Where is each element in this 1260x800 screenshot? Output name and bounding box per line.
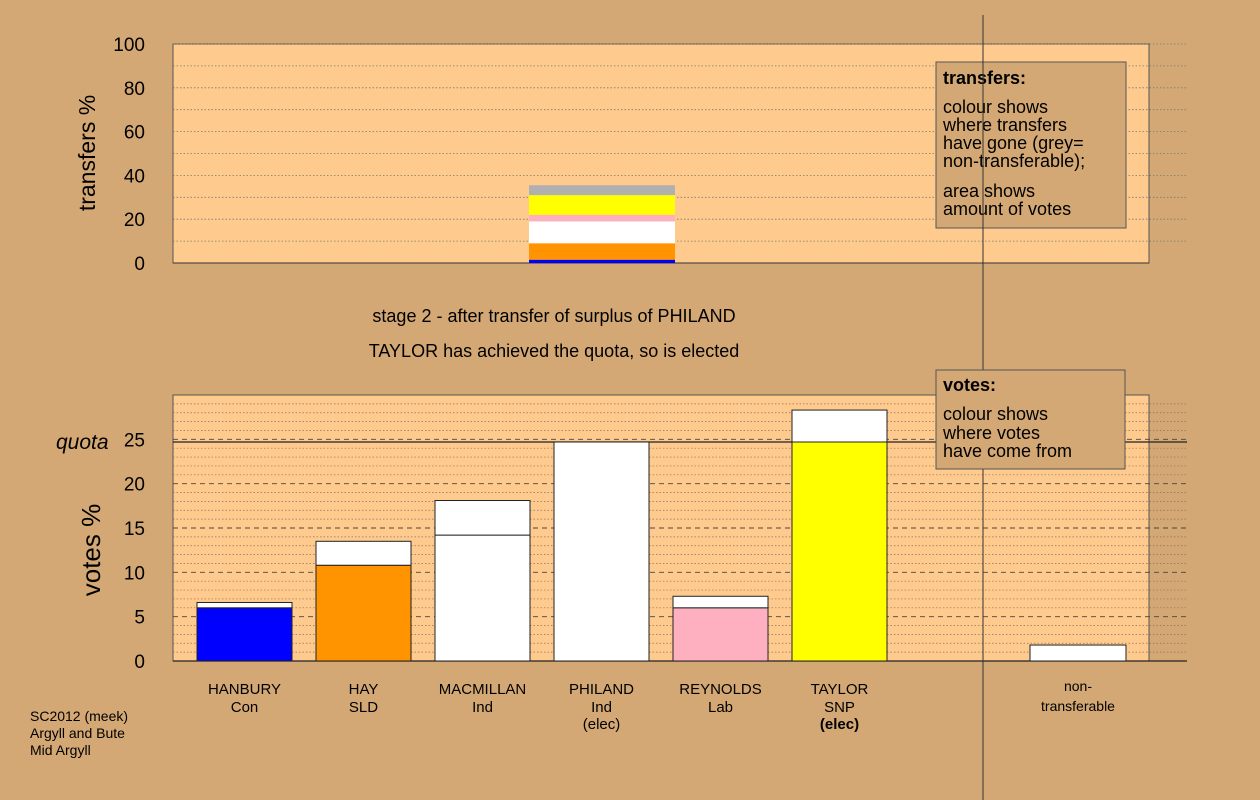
transfers-y-tick-label: 60: [124, 123, 145, 144]
candidate-name: HANBURY: [208, 681, 281, 698]
candidate-name: PHILAND: [569, 681, 634, 698]
votes-y-tick-label: 10: [124, 563, 145, 584]
transfers-legend-line: have gone (grey=: [943, 133, 1084, 153]
candidate-name: HAY: [349, 681, 379, 698]
transfer-segment-macmillan: [529, 221, 675, 244]
transfers-legend: transfers: colour shows where transfers …: [935, 61, 1127, 229]
bar-taylor-first: [791, 441, 888, 662]
footer-line: SC2012 (meek): [30, 708, 128, 724]
transfers-legend-line: colour shows: [943, 97, 1048, 117]
stage-caption: stage 2 - after transfer of surplus of P…: [372, 306, 735, 326]
votes-y-tick-label: 20: [124, 475, 145, 496]
votes-y-tick-label: 0: [134, 652, 145, 673]
bar-hanbury-first: [196, 607, 293, 662]
votes-legend-title: votes:: [943, 375, 996, 395]
votes-y-ticks: 0 5 10 15 20 25: [124, 430, 145, 673]
transfers-y-tick-label: 100: [113, 35, 145, 56]
votes-y-tick-label: 15: [124, 519, 145, 540]
bar-reynolds-first: [672, 607, 769, 662]
bar-hanbury-transfer: [196, 601, 293, 609]
transfers-legend-line: where transfers: [942, 115, 1067, 135]
candidate-party: Lab: [708, 699, 733, 716]
candidate-note: (elec): [820, 716, 859, 733]
footer-line: Argyll and Bute: [30, 725, 125, 741]
transfers-y-ticks: 0 20 40 60 80 100: [113, 35, 145, 275]
votes-y-tick-label: 5: [134, 608, 145, 629]
votes-y-tick-label: 25: [124, 430, 145, 451]
transfer-segment-hanbury: [529, 259, 675, 263]
bar-hay-transfer: [315, 540, 412, 566]
transfers-y-tick-label: 0: [134, 254, 145, 275]
bar-taylor-transfer: [791, 409, 888, 443]
transfer-segment-non-transferable: [529, 185, 675, 196]
footer-line: Mid Argyll: [30, 742, 91, 758]
transfer-segment-taylor: [529, 195, 675, 215]
votes-legend-line: have come from: [943, 441, 1072, 461]
votes-legend-line: colour shows: [943, 404, 1048, 424]
bar-hay-first: [315, 564, 412, 662]
candidate-labels: HANBURYConHAYSLDMACMILLANIndPHILANDInd(e…: [208, 678, 1115, 733]
votes-legend: votes: colour shows where votes have com…: [935, 369, 1126, 470]
bar-philand-first: [553, 441, 650, 662]
transfers-legend-line: area shows: [943, 181, 1035, 201]
transfer-segment-reynolds: [529, 214, 675, 222]
candidate-party: Ind: [591, 699, 612, 716]
candidate-name: TAYLOR: [811, 681, 869, 698]
bar-reynolds-transfer: [672, 595, 769, 609]
votes-legend-line: where votes: [942, 423, 1040, 443]
bar-macmillan-first: [434, 534, 531, 662]
transfers-y-tick-label: 20: [124, 210, 145, 231]
candidate-party: Ind: [472, 699, 493, 716]
candidate-note: (elec): [583, 716, 621, 733]
bar-nontransferable: [1029, 644, 1127, 662]
nontransferable-label: non-: [1064, 678, 1092, 694]
transfers-legend-line: amount of votes: [943, 199, 1071, 219]
transfers-y-tick-label: 40: [124, 166, 145, 187]
transfer-segment-hay: [529, 243, 675, 260]
transfers-y-axis-label: transfers %: [74, 95, 100, 211]
quota-label: quota: [56, 431, 109, 454]
transfers-stacked-bar: [529, 185, 675, 263]
votes-y-axis-label: votes %: [76, 504, 106, 597]
candidate-name: REYNOLDS: [679, 681, 762, 698]
status-caption: TAYLOR has achieved the quota, so is ele…: [369, 341, 740, 361]
candidate-party: SLD: [349, 699, 378, 716]
votes-bars: [196, 409, 1127, 662]
candidate-party: SNP: [824, 699, 855, 716]
candidate-party: Con: [231, 699, 259, 716]
transfers-y-tick-label: 80: [124, 79, 145, 100]
transfers-legend-line: non-transferable);: [943, 151, 1085, 171]
footer: SC2012 (meek) Argyll and Bute Mid Argyll: [30, 708, 128, 758]
bar-macmillan-transfer: [434, 500, 531, 536]
candidate-name: MACMILLAN: [439, 681, 527, 698]
nontransferable-label: transferable: [1041, 698, 1115, 714]
transfers-legend-title: transfers:: [943, 68, 1026, 88]
